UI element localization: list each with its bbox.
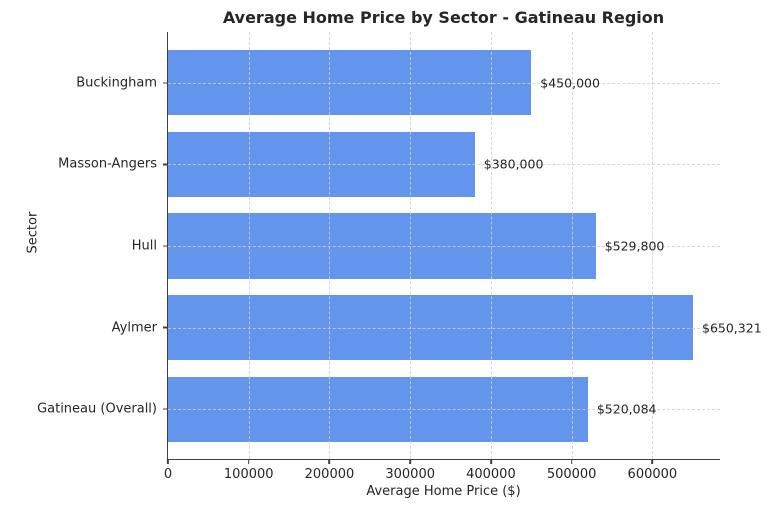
y-tick: Gatineau (Overall) (37, 402, 168, 417)
x-tick-mark (651, 459, 654, 464)
y-tick-label: Aylmer (111, 320, 157, 336)
y-axis-label: Sector (25, 211, 41, 254)
x-tick-mark (490, 459, 492, 464)
gridline-horizontal (168, 82, 720, 84)
gridline-vertical (248, 32, 250, 459)
y-tick-label: Hull (131, 238, 157, 254)
bar-value-label: $520,084 (596, 401, 657, 417)
chart-title: Average Home Price by Sector - Gatineau … (222, 8, 665, 27)
x-tick: 0 (164, 459, 172, 482)
gridline-horizontal (168, 327, 720, 329)
bar-masson-angers (168, 131, 475, 198)
x-tick-mark (328, 459, 331, 464)
bar-value-label: $380,000 (483, 156, 544, 172)
x-tick: 500000 (546, 459, 597, 482)
y-tick-label: Buckingham (76, 75, 157, 91)
y-tick: Hull (132, 239, 168, 254)
gridline-vertical (652, 32, 654, 459)
x-tick-mark (409, 459, 411, 464)
x-tick-mark (167, 459, 169, 464)
x-tick: 600000 (627, 459, 678, 482)
x-tick-label: 200000 (304, 467, 355, 482)
bar-value-label: $650,321 (702, 320, 762, 336)
x-tick-label: 100000 (223, 467, 274, 482)
gridline-vertical (571, 32, 573, 459)
bar-hull (168, 213, 596, 279)
y-tick: Buckingham (76, 75, 168, 90)
x-tick: 400000 (466, 459, 516, 482)
y-tick-mark (163, 326, 168, 329)
y-tick-mark (163, 408, 168, 410)
bar-gatineau-overall (168, 376, 588, 442)
x-tick-label: 0 (163, 467, 173, 482)
y-tick: Aylmer (112, 320, 168, 335)
x-tick-label: 500000 (546, 467, 597, 482)
gridline-vertical (329, 32, 331, 459)
bar-value-label: $450,000 (540, 75, 600, 91)
x-tick: 300000 (385, 459, 435, 482)
y-tick-label: Masson-Angers (58, 156, 157, 172)
x-tick-label: 300000 (385, 467, 436, 482)
gridline-horizontal (168, 164, 720, 166)
bar-buckingham (168, 50, 532, 116)
x-axis-label: Average Home Price ($) (366, 484, 521, 499)
x-tick: 100000 (224, 459, 274, 482)
bars-layer (168, 32, 720, 459)
bar-aylmer (168, 294, 693, 361)
gridline-horizontal (168, 246, 720, 247)
x-tick: 200000 (304, 459, 355, 482)
x-tick-label: 400000 (466, 467, 516, 482)
y-tick-label: Gatineau (Overall) (37, 401, 157, 417)
x-tick-label: 600000 (627, 467, 678, 482)
y-tick-mark (163, 245, 168, 247)
gridline-vertical (410, 32, 412, 459)
x-tick-mark (570, 459, 573, 464)
y-tick-mark (163, 82, 168, 84)
x-tick-mark (247, 459, 250, 464)
y-tick: Masson-Angers (58, 157, 168, 172)
plot-area: $450,000 $380,000 $529,800 $650,321 $520,084… (37, 32, 762, 482)
bar-value-label: $529,800 (604, 238, 665, 254)
y-tick-mark (163, 163, 168, 166)
gridline-horizontal (168, 409, 720, 411)
grid-layer: $450,000 $380,000 $529,800 $650,321 $520,084 (168, 32, 762, 459)
gridline-vertical (490, 32, 492, 459)
